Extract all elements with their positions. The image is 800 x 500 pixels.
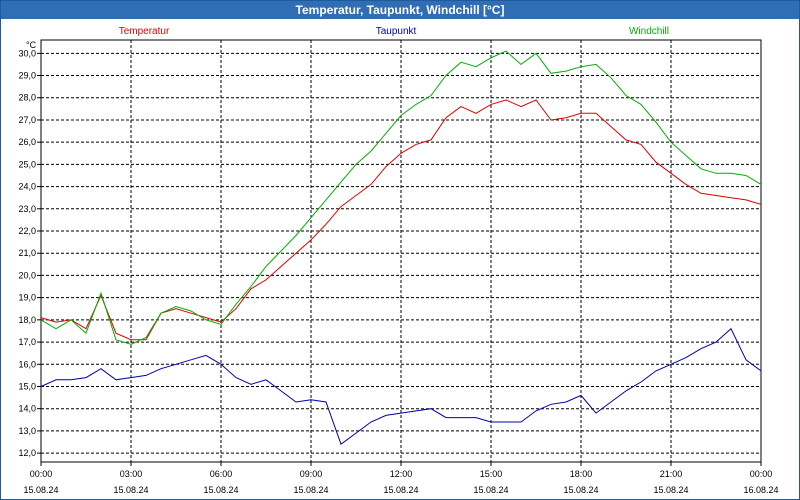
grid-lines: [41, 40, 761, 462]
y-tick-label: 13,0: [18, 426, 36, 436]
y-axis-ticks: 12,0 13,0 14,0 15,0 16,0 17,0 18,0 19,0 20,0 21,0…: [18, 48, 41, 458]
y-tick-label: 24,0: [18, 182, 36, 192]
x-tick-date: 15.08.24: [203, 485, 238, 495]
x-tick-time: 00:00: [750, 469, 773, 479]
x-tick-time: 12:00: [390, 469, 413, 479]
x-tick-date: 15.08.24: [293, 485, 328, 495]
x-axis-ticks: 00:00 15.08.24 03:00 15.08.24 06:00 15.08.24 0…: [23, 462, 779, 495]
x-tick-time: 15:00: [480, 469, 503, 479]
y-tick-label: 27,0: [18, 115, 36, 125]
y-tick-label: 19,0: [18, 293, 36, 303]
y-tick-label: 20,0: [18, 270, 36, 280]
y-tick-label: 28,0: [18, 93, 36, 103]
x-tick-date: 16.08.24: [743, 485, 778, 495]
legend-windchill: Windchill: [629, 26, 669, 37]
x-tick-date: 15.08.24: [653, 485, 688, 495]
x-tick-date: 15.08.24: [563, 485, 598, 495]
y-tick-label: 22,0: [18, 226, 36, 236]
legend-temperatur: Temperatur: [119, 26, 170, 37]
window-title: Temperatur, Taupunkt, Windchill [°C]: [1, 1, 799, 19]
series-line-taupunkt: [40, 327, 762, 446]
y-tick-label: 23,0: [18, 204, 36, 214]
x-tick-time: 06:00: [210, 469, 233, 479]
legend-taupunkt: Taupunkt: [376, 26, 417, 37]
x-tick-time: 09:00: [300, 469, 323, 479]
x-tick-date: 15.08.24: [113, 485, 148, 495]
y-tick-label: 21,0: [18, 248, 36, 258]
y-tick-label: 30,0: [18, 48, 36, 58]
y-tick-label: 16,0: [18, 359, 36, 369]
series-line-windchill: [40, 50, 762, 345]
y-tick-label: 12,0: [18, 448, 36, 458]
y-tick-label: 25,0: [18, 159, 36, 169]
y-tick-label: 26,0: [18, 137, 36, 147]
y-axis-label: °C: [26, 40, 37, 50]
x-tick-time: 00:00: [30, 469, 53, 479]
x-tick-date: 15.08.24: [23, 485, 58, 495]
x-tick-date: 15.08.24: [473, 485, 508, 495]
series-lines: [40, 50, 762, 446]
x-tick-date: 15.08.24: [383, 485, 418, 495]
y-tick-label: 14,0: [18, 404, 36, 414]
y-tick-label: 18,0: [18, 315, 36, 325]
x-tick-time: 03:00: [120, 469, 143, 479]
y-tick-label: 29,0: [18, 71, 36, 81]
x-tick-time: 18:00: [570, 469, 593, 479]
y-tick-label: 15,0: [18, 381, 36, 391]
y-tick-label: 17,0: [18, 337, 36, 347]
legend: Temperatur Taupunkt Windchill: [119, 26, 669, 37]
x-tick-time: 21:00: [660, 469, 683, 479]
